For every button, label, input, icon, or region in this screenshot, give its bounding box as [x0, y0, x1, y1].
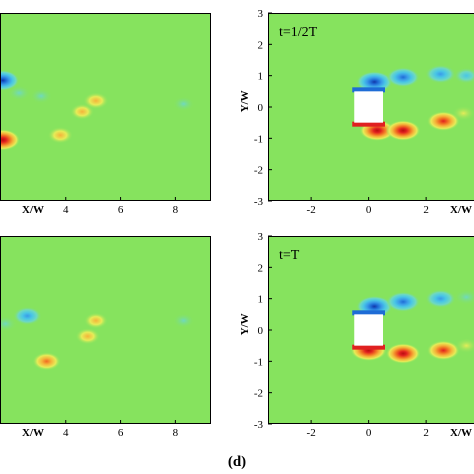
y-tick-label: 3 [258, 8, 264, 20]
negative-vortex [29, 88, 53, 104]
x-tick-label: 8 [173, 427, 179, 439]
x-tick-label: 4 [63, 427, 69, 439]
positive-vortex [75, 328, 100, 345]
negative-vortex [0, 315, 17, 332]
y-tick-label: 0 [258, 102, 264, 114]
y-axis-label: Y/W [239, 313, 251, 335]
x-tick-label: 8 [173, 204, 179, 216]
y-tick-label: 2 [258, 39, 264, 51]
x-tick-label: -2 [307, 204, 316, 216]
shear-layer-bottom [352, 344, 385, 350]
shear-layer-bottom [352, 121, 385, 127]
x-tick-label: 2 [423, 204, 429, 216]
positive-vortex [385, 120, 421, 141]
x-tick-label: 2 [423, 427, 429, 439]
y-tick-label: 2 [258, 262, 264, 274]
negative-vortex [13, 306, 42, 326]
positive-vortex [451, 105, 474, 121]
y-tick-label: 0 [258, 325, 264, 337]
time-annotation: t=T [279, 248, 300, 263]
x-tick-label: -2 [307, 427, 316, 439]
x-tick-label: 4 [63, 204, 69, 216]
x-tick-label: 6 [118, 204, 124, 216]
y-tick-label: 3 [258, 231, 264, 243]
negative-vortex [356, 71, 393, 93]
contour-field [0, 236, 211, 424]
negative-vortex [425, 64, 456, 84]
negative-vortex [386, 67, 420, 88]
negative-vortex [0, 70, 20, 91]
panel-top-right: -2 0 2 3 2 1 0 -1 -2 -3 X/W Y/W t=1/2T [239, 8, 474, 216]
y-tick-label: -3 [254, 196, 264, 208]
figure-caption: (d) [228, 454, 246, 470]
y-tick-label: 1 [258, 294, 264, 306]
positive-vortex [84, 312, 108, 329]
y-tick-label: -3 [254, 419, 264, 431]
y-axis-label: Y/W [239, 90, 251, 112]
negative-vortex [386, 291, 421, 312]
x-tick-label: 0 [366, 204, 372, 216]
square-cylinder [354, 91, 383, 123]
x-axis-label: X/W [450, 204, 472, 216]
plot-frame [0, 13, 211, 201]
positive-vortex [454, 338, 474, 354]
x-tick-label: 6 [118, 427, 124, 439]
shear-layer-top [352, 87, 385, 93]
x-axis-label: X/W [22, 427, 44, 439]
y-tick-label: 1 [258, 71, 264, 83]
negative-vortex [172, 96, 195, 112]
x-axis-label: X/W [22, 204, 44, 216]
x-axis-label: X/W [450, 427, 472, 439]
time-annotation: t=1/2T [279, 25, 318, 40]
panel-bottom-left: 4 6 8 X/W [0, 236, 211, 439]
positive-vortex [83, 92, 109, 110]
y-tick-label: -2 [254, 388, 263, 400]
y-tick-label: -1 [254, 133, 263, 145]
positive-vortex [385, 343, 421, 364]
positive-vortex [70, 103, 95, 120]
plot-frame [0, 236, 211, 424]
square-cylinder [354, 314, 383, 346]
positive-vortex [47, 126, 73, 144]
positive-vortex [426, 111, 460, 132]
positive-vortex [0, 129, 20, 151]
shear-layer-top [352, 310, 385, 316]
positive-vortex [32, 352, 61, 371]
positive-vortex [426, 340, 460, 361]
negative-vortex [7, 85, 31, 101]
x-tick-label: 0 [366, 427, 372, 439]
negative-vortex [425, 289, 456, 309]
negative-vortex [454, 289, 474, 305]
y-tick-label: -2 [254, 165, 263, 177]
panel-top-left: 4 6 8 X/W [0, 13, 211, 216]
panel-bottom-right: -2 0 2 3 2 1 0 -1 -2 -3 X/W Y/W t=T [239, 231, 474, 439]
negative-vortex [453, 67, 474, 84]
y-tick-label: -1 [254, 356, 263, 368]
negative-vortex [172, 313, 195, 329]
